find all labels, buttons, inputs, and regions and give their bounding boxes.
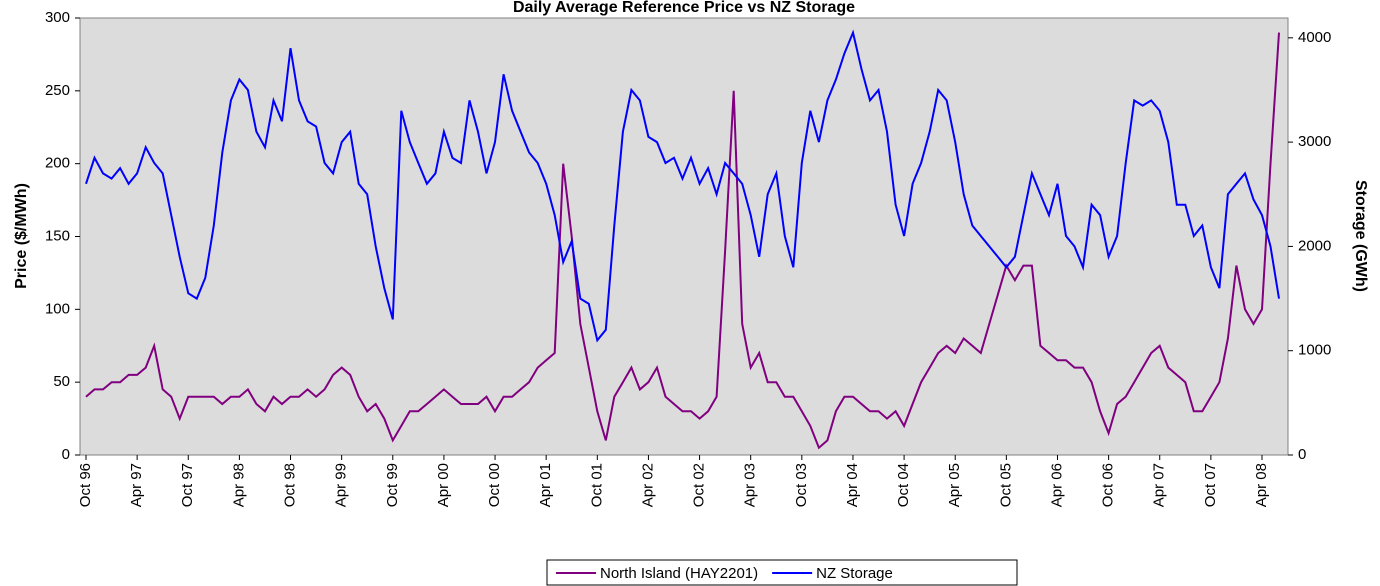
y-tick-label: 250: [45, 82, 70, 99]
y2-axis-label: Storage (GWh): [1352, 180, 1369, 292]
x-tick-label: Apr 06: [1048, 463, 1065, 507]
x-tick-label: Oct 04: [895, 463, 912, 507]
y2-tick-label: 3000: [1298, 133, 1331, 150]
x-tick-label: Apr 98: [230, 463, 247, 507]
x-tick-label: Apr 00: [435, 463, 452, 507]
x-tick-label: Oct 06: [1100, 463, 1117, 507]
y-tick-label: 300: [45, 9, 70, 26]
chart-title: Daily Average Reference Price vs NZ Stor…: [513, 0, 855, 16]
x-tick-label: Oct 07: [1202, 463, 1219, 507]
x-tick-label: Oct 01: [588, 463, 605, 507]
y2-tick-label: 0: [1298, 446, 1306, 463]
x-tick-label: Oct 05: [997, 463, 1014, 507]
x-tick-label: Apr 03: [742, 463, 759, 507]
y-tick-label: 50: [53, 373, 70, 390]
x-tick-label: Oct 99: [384, 463, 401, 507]
x-tick-label: Oct 03: [793, 463, 810, 507]
x-tick-label: Oct 00: [486, 463, 503, 507]
x-tick-label: Oct 02: [691, 463, 708, 507]
legend-label: NZ Storage: [816, 565, 893, 582]
x-tick-label: Oct 97: [179, 463, 196, 507]
x-tick-label: Apr 97: [128, 463, 145, 507]
y-tick-label: 150: [45, 227, 70, 244]
y-axis-label: Price ($/MWh): [13, 183, 30, 289]
legend-label: North Island (HAY2201): [600, 565, 758, 582]
y2-tick-label: 2000: [1298, 237, 1331, 254]
y-tick-label: 100: [45, 300, 70, 317]
x-tick-label: Apr 02: [639, 463, 656, 507]
x-tick-label: Apr 07: [1151, 463, 1168, 507]
x-tick-label: Apr 04: [844, 463, 861, 507]
y-tick-label: 200: [45, 155, 70, 172]
x-tick-label: Apr 99: [333, 463, 350, 507]
x-tick-label: Oct 98: [281, 463, 298, 507]
y2-tick-label: 1000: [1298, 342, 1331, 359]
series-line: [85, 32, 1280, 450]
x-tick-label: Apr 01: [537, 463, 554, 507]
x-tick-label: Apr 08: [1253, 463, 1270, 507]
series-line: [85, 29, 1280, 343]
y2-tick-label: 4000: [1298, 29, 1331, 46]
plot-area: [79, 17, 1289, 456]
x-tick-label: Oct 96: [77, 463, 94, 507]
x-tick-label: Apr 05: [946, 463, 963, 507]
y-tick-label: 0: [62, 446, 70, 463]
